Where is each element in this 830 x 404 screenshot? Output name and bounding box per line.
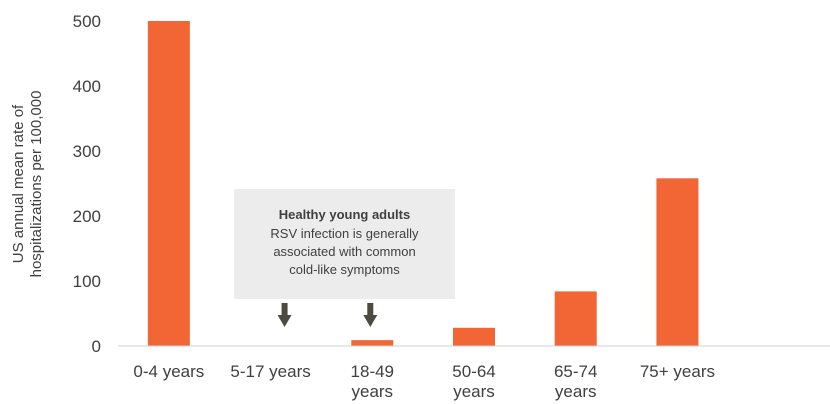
x-tick-label: 75+ years [640,362,715,381]
annotation-title: Healthy young adults [279,207,410,222]
bars [147,21,699,346]
y-axis-ticks: 0 100 200 300 400 500 [73,12,101,356]
y-tick-label: 0 [92,337,101,356]
x-axis-ticks: 0-4 years 5-17 years 18-49years50-64years6… [133,362,715,401]
x-tick-label-line: 50-64 [452,362,495,381]
x-tick-label-line: 65-74 [554,362,597,381]
x-tick-label-line: 75+ years [640,362,715,381]
bar [351,340,394,346]
y-tick-label: 300 [73,142,101,161]
y-axis-label-line: US annual mean rate of [10,104,27,263]
x-tick-label-line: years [555,382,597,401]
x-tick-label: 5-17 years [230,362,310,381]
y-axis-label-line: hospitalizations per 100,000 [28,91,45,278]
annotation-box [234,189,455,299]
x-tick-label: 0-4 years [133,362,204,381]
y-tick-label: 100 [73,272,101,291]
y-tick-label: 200 [73,207,101,226]
annotation-text-line: RSV infection is generally [270,226,419,241]
bar [656,178,699,346]
bar [147,21,190,346]
x-tick-label-line: 0-4 years [133,362,204,381]
x-tick-label-line: years [351,382,393,401]
annotation-text-line: cold-like symptoms [289,262,400,277]
y-axis-label: US annual mean rate of hospitalizations p… [10,91,45,278]
x-tick-label-line: 5-17 years [230,362,310,381]
x-tick-label-line: years [453,382,495,401]
bar [554,291,597,346]
y-tick-label: 500 [73,12,101,31]
y-tick-label: 400 [73,77,101,96]
annotation-text-line: associated with common [273,244,415,259]
bar [453,327,495,346]
down-arrow-icon [363,303,378,327]
down-arrow-icon [277,303,292,327]
annotation: Healthy young adults RSV infection is gen… [234,189,455,327]
x-tick-label-line: 18-49 [351,362,394,381]
